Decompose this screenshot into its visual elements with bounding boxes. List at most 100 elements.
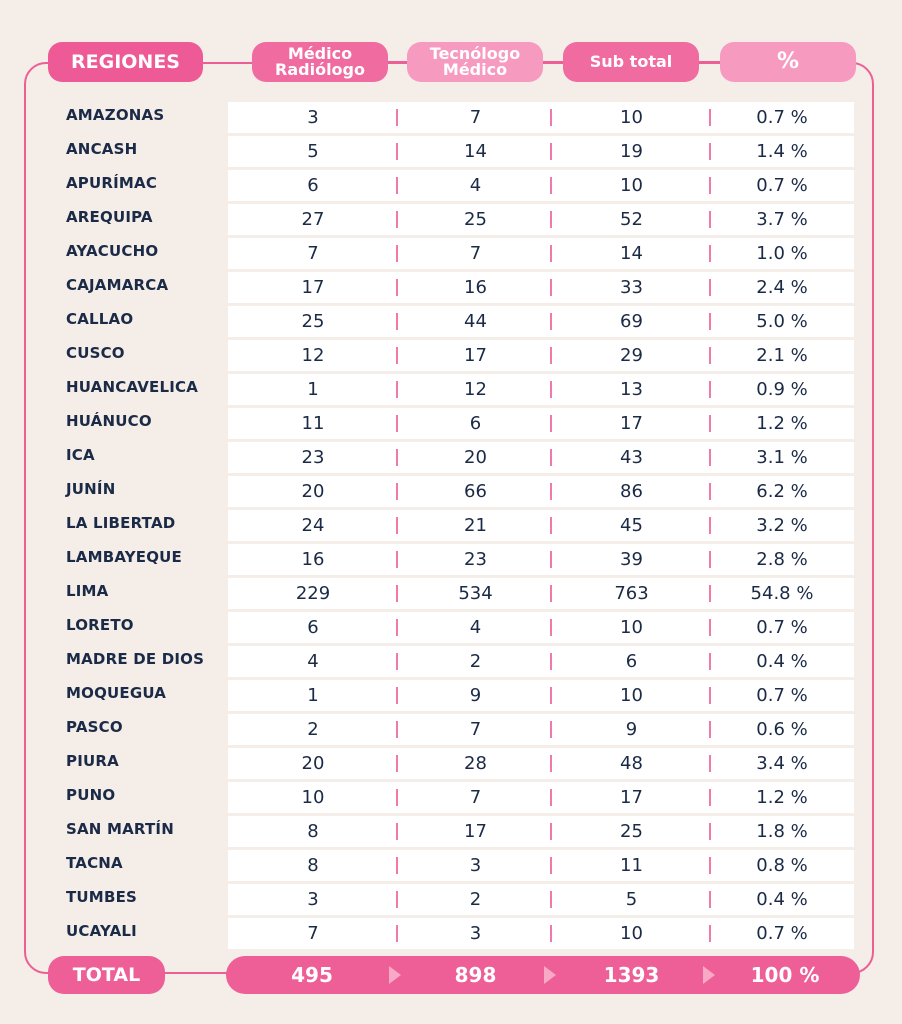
row-cells: 23 20 43 3.1 % — [228, 442, 854, 473]
divider — [550, 653, 552, 670]
divider — [550, 143, 552, 160]
divider — [396, 857, 398, 874]
divider — [709, 653, 711, 670]
cell-subtotal: 33 — [620, 277, 643, 298]
divider — [709, 687, 711, 704]
table-row: MADRE DE DIOS 4 2 6 0.4 % — [0, 644, 902, 678]
divider — [550, 177, 552, 194]
divider — [396, 177, 398, 194]
divider — [550, 483, 552, 500]
connector — [699, 61, 720, 63]
cell-tecnologo: 4 — [469, 617, 482, 638]
divider — [550, 551, 552, 568]
table-row: MOQUEGUA 1 9 10 0.7 % — [0, 678, 902, 712]
header-regiones: REGIONES — [48, 42, 203, 82]
cell-subtotal: 29 — [620, 345, 643, 366]
region-name: APURÍMAC — [66, 174, 158, 192]
cell-subtotal: 17 — [620, 787, 643, 808]
region-name: AMAZONAS — [66, 106, 165, 124]
header-label: Radiólogo — [275, 60, 365, 79]
cell-medico: 2 — [307, 719, 319, 740]
divider — [550, 415, 552, 432]
cell-tecnologo: 2 — [469, 651, 482, 672]
row-cells: 17 16 33 2.4 % — [228, 272, 854, 303]
cell-percent: 54.8 % — [750, 583, 814, 604]
table-row: APURÍMAC 6 4 10 0.7 % — [0, 168, 902, 202]
divider — [709, 483, 711, 500]
table-row: PASCO 2 7 9 0.6 % — [0, 712, 902, 746]
row-cells: 3 7 10 0.7 % — [228, 102, 854, 133]
cell-medico: 6 — [307, 175, 319, 196]
header-label: Médico — [287, 44, 353, 63]
cell-tecnologo: 9 — [469, 685, 482, 706]
divider — [709, 823, 711, 840]
cell-subtotal: 45 — [620, 515, 643, 536]
region-name: PUNO — [66, 786, 116, 804]
cell-subtotal: 52 — [620, 209, 643, 230]
cell-medico: 27 — [301, 209, 325, 230]
divider — [709, 245, 711, 262]
cell-subtotal: 10 — [620, 175, 643, 196]
divider — [709, 347, 711, 364]
cell-subtotal: 48 — [620, 753, 643, 774]
cell-tecnologo: 21 — [464, 515, 487, 536]
cell-medico: 1 — [307, 685, 319, 706]
cell-tecnologo: 17 — [464, 345, 487, 366]
cell-subtotal: 9 — [625, 719, 638, 740]
header-row: REGIONES Médico Radiólogo Tecnólogo Médi… — [0, 42, 902, 84]
header-label: Médico — [442, 60, 508, 79]
divider — [396, 211, 398, 228]
cell-tecnologo: 23 — [464, 549, 487, 570]
table-row: JUNÍN 20 66 86 6.2 % — [0, 474, 902, 508]
cell-percent: 2.4 % — [756, 277, 808, 298]
total-percent: 100 % — [750, 963, 820, 987]
divider — [396, 347, 398, 364]
divider — [550, 721, 552, 738]
divider — [396, 721, 398, 738]
cell-tecnologo: 16 — [464, 277, 487, 298]
cell-percent: 0.7 % — [756, 923, 808, 944]
region-name: LIMA — [66, 582, 109, 600]
header-tecnologo-medico: Tecnólogo Médico — [407, 42, 543, 82]
cell-medico: 8 — [307, 821, 319, 842]
divider — [709, 211, 711, 228]
cell-medico: 7 — [307, 923, 319, 944]
divider — [709, 755, 711, 772]
cell-medico: 16 — [301, 549, 325, 570]
region-name: TACNA — [66, 854, 123, 872]
cell-tecnologo: 44 — [464, 311, 487, 332]
region-name: LAMBAYEQUE — [66, 548, 182, 566]
region-name: LORETO — [66, 616, 134, 634]
cell-percent: 3.1 % — [756, 447, 808, 468]
cell-tecnologo: 7 — [469, 243, 482, 264]
cell-medico: 6 — [307, 617, 319, 638]
table-row: CUSCO 12 17 29 2.1 % — [0, 338, 902, 372]
divider — [550, 517, 552, 534]
table-row: LA LIBERTAD 24 21 45 3.2 % — [0, 508, 902, 542]
cell-percent: 6.2 % — [756, 481, 808, 502]
cell-percent: 3.2 % — [756, 515, 808, 536]
row-cells: 2 7 9 0.6 % — [228, 714, 854, 745]
cell-medico: 20 — [301, 481, 325, 502]
divider — [396, 891, 398, 908]
table-row: PUNO 10 7 17 1.2 % — [0, 780, 902, 814]
header-medico-radiologo: Médico Radiólogo — [252, 42, 388, 82]
row-cells: 16 23 39 2.8 % — [228, 544, 854, 575]
row-cells: 229 534 763 54.8 % — [228, 578, 854, 609]
divider — [550, 857, 552, 874]
table-row: LIMA 229 534 763 54.8 % — [0, 576, 902, 610]
cell-percent: 0.7 % — [756, 107, 808, 128]
total-bar: 495 898 1393 100 % — [226, 956, 860, 994]
cell-percent: 3.7 % — [756, 209, 808, 230]
cell-medico: 20 — [301, 753, 325, 774]
table-row: ICA 23 20 43 3.1 % — [0, 440, 902, 474]
table-row: AREQUIPA 27 25 52 3.7 % — [0, 202, 902, 236]
table-row: UCAYALI 7 3 10 0.7 % — [0, 916, 902, 950]
arrow-right-icon — [544, 966, 556, 984]
divider — [396, 279, 398, 296]
cell-subtotal: 6 — [625, 651, 638, 672]
cell-percent: 0.7 % — [756, 685, 808, 706]
divider — [396, 381, 398, 398]
divider — [550, 619, 552, 636]
divider — [396, 313, 398, 330]
